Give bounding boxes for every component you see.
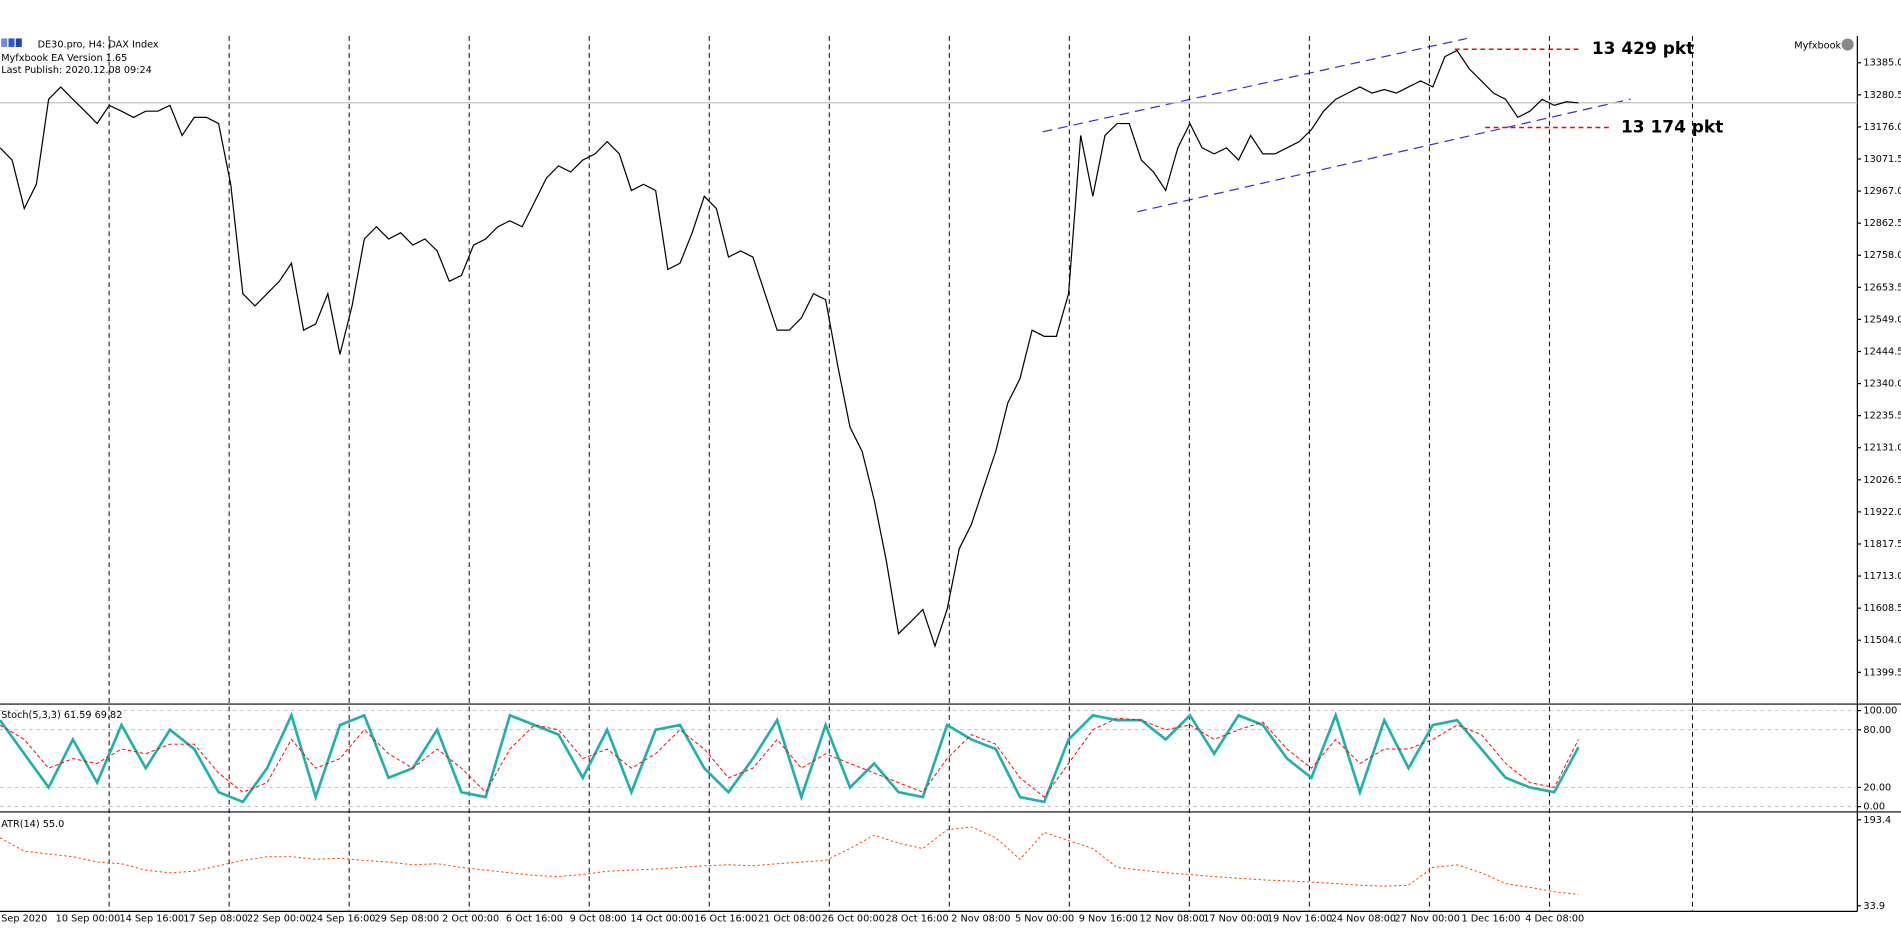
y-tick-label: 193.4 [1863,815,1891,826]
icon [15,38,22,47]
series-line [0,49,1579,649]
y-tick-label: 11817.5 [1863,539,1901,550]
y-tick-label: 13385.0 [1863,58,1901,69]
level-label: 13 429 pkt [1592,39,1694,59]
x-tick-label: 27 Nov 00:00 [1395,914,1460,925]
last-publish: Last Publish: 2020.12.08 09:24 [1,65,152,76]
y-tick-label: 12340.0 [1863,379,1901,390]
x-tick-label: 14 Oct 00:00 [630,914,693,925]
y-tick-label: 12862.5 [1863,218,1901,229]
y-tick-label: 80.00 [1863,725,1891,736]
y-tick-label: 11608.5 [1863,603,1901,614]
x-tick-label: 19 Nov 16:00 [1267,914,1332,925]
series-line [0,711,1580,804]
y-tick-label: 20.00 [1863,782,1891,793]
icon [8,38,15,47]
y-tick-label: 100.00 [1863,706,1897,717]
x-tick-label: 26 Oct 00:00 [822,914,885,925]
y-tick-label: 11922.0 [1863,507,1901,518]
x-tick-label: 2 Oct 00:00 [442,914,499,925]
x-tick-label: 4 Dec 08:00 [1525,914,1584,925]
x-tick-label: 21 Oct 08:00 [758,914,821,925]
level-label: 13 174 pkt [1621,118,1723,138]
panel-title: Stoch(5,3,3) 61.59 69.82 [1,710,122,721]
x-tick-label: 17 Nov 00:00 [1203,914,1268,925]
x-tick-label: 24 Sep 16:00 [311,914,376,925]
x-tick-label: 10 Sep 00:00 [56,914,121,925]
y-tick-label: 11713.0 [1863,571,1901,582]
x-tick-label: 1 Dec 16:00 [1461,914,1520,925]
x-tick-label: 29 Sep 08:00 [375,914,440,925]
x-tick-label: Sep 2020 [1,914,47,925]
y-tick-label: 12653.5 [1863,282,1901,293]
y-tick-label: 12131.0 [1863,443,1901,454]
x-tick-label: 17 Sep 08:00 [183,914,248,925]
x-tick-label: 24 Nov 08:00 [1331,914,1396,925]
x-tick-label: 6 Oct 16:00 [506,914,563,925]
y-tick-label: 12444.5 [1863,346,1901,357]
x-tick-label: 5 Nov 00:00 [1015,914,1074,925]
y-tick-label: 33.9 [1863,901,1885,912]
channel-line [1137,98,1631,213]
x-tick-label: 14 Sep 16:00 [119,914,184,925]
y-tick-label: 12758.0 [1863,250,1901,261]
y-tick-label: 12235.5 [1863,411,1901,422]
x-tick-label: 28 Oct 16:00 [885,914,948,925]
y-tick-label: 12549.0 [1863,314,1901,325]
symbol: DE30.pro, H4: DAX Index [38,40,159,51]
channel-line [1042,37,1468,133]
panel-title: ATR(14) 55.0 [1,819,64,830]
y-tick-label: 11504.0 [1863,635,1901,646]
brand: Myfxbook [1794,41,1841,52]
series-line [0,717,1579,798]
brand-icon [1841,38,1854,51]
y-tick-label: 12967.0 [1863,186,1901,197]
x-tick-label: 9 Nov 16:00 [1079,914,1138,925]
y-tick-label: 0.00 [1863,802,1885,813]
ea-version: Myfxbook EA Version 1.65 [1,53,127,64]
y-tick-label: 11399.5 [1863,667,1901,678]
x-tick-label: 2 Nov 08:00 [951,914,1010,925]
x-tick-label: 16 Oct 16:00 [694,914,757,925]
y-tick-label: 12026.5 [1863,475,1901,486]
y-tick-label: 13280.5 [1863,90,1901,101]
x-tick-label: 9 Oct 08:00 [570,914,627,925]
y-tick-label: 13071.5 [1863,154,1901,165]
x-tick-label: 22 Sep 00:00 [247,914,312,925]
icon [1,38,8,47]
y-tick-label: 13176.0 [1863,122,1901,133]
x-tick-label: 12 Nov 08:00 [1139,914,1204,925]
